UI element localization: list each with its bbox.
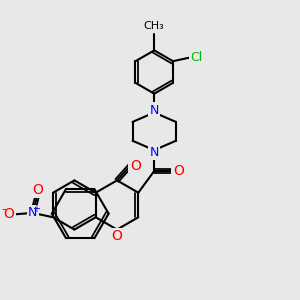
- Text: -: -: [1, 203, 6, 216]
- Text: Cl: Cl: [190, 51, 202, 64]
- Text: O: O: [173, 164, 184, 178]
- Text: CH₃: CH₃: [144, 21, 165, 32]
- Text: O: O: [3, 207, 14, 221]
- Text: O: O: [130, 159, 141, 173]
- Text: O: O: [111, 229, 122, 243]
- Text: N: N: [28, 206, 38, 219]
- Text: +: +: [32, 204, 40, 214]
- Text: O: O: [32, 183, 43, 197]
- Text: N: N: [150, 146, 159, 159]
- Text: N: N: [150, 104, 159, 117]
